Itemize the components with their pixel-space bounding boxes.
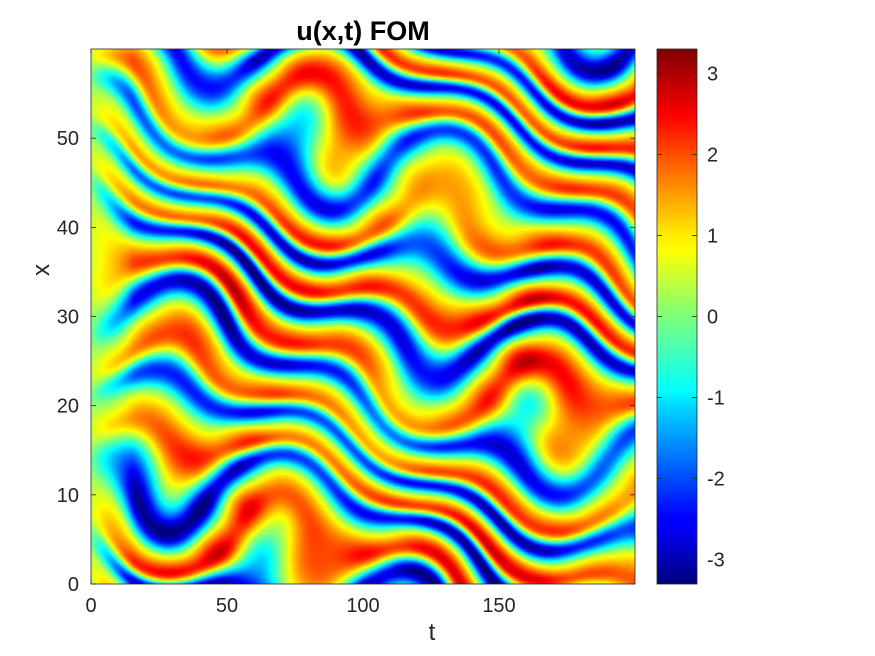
x-tick-label: 0 xyxy=(85,595,96,617)
colorbar: -3 -2 -1 0 1 2 3 xyxy=(656,48,725,585)
y-axis: 0 10 20 30 40 50 xyxy=(57,128,635,596)
x-axis: 0 50 100 150 xyxy=(85,49,516,617)
y-tick-label: 10 xyxy=(57,485,79,507)
heatmap-image xyxy=(91,49,635,584)
x-tick-label: 50 xyxy=(216,595,238,617)
y-axis-label: x xyxy=(28,264,55,276)
x-tick-label: 150 xyxy=(482,595,515,617)
y-tick-label: 0 xyxy=(68,574,79,596)
colorbar-tick-label: -1 xyxy=(707,388,725,410)
colorbar-tick-label: 2 xyxy=(707,144,718,166)
y-tick-label: 40 xyxy=(57,217,79,239)
colorbar-tick-label: 0 xyxy=(707,307,718,329)
x-tick-label: 100 xyxy=(346,595,379,617)
y-tick-label: 20 xyxy=(57,396,79,418)
colorbar-tick-label: -3 xyxy=(707,550,725,572)
colorbar-tick-label: 3 xyxy=(707,63,718,85)
y-tick-label: 30 xyxy=(57,307,79,329)
colorbar-ticks: -3 -2 -1 0 1 2 3 xyxy=(657,63,725,572)
y-tick-label: 50 xyxy=(57,128,79,150)
heatmap-plot-area xyxy=(91,49,635,584)
colorbar-tick-label: 1 xyxy=(707,225,718,247)
x-axis-label: t xyxy=(429,619,436,646)
colorbar-gradient xyxy=(657,49,697,584)
colorbar-tick-label: -2 xyxy=(707,469,725,491)
chart-title: u(x,t) FOM xyxy=(296,16,429,46)
